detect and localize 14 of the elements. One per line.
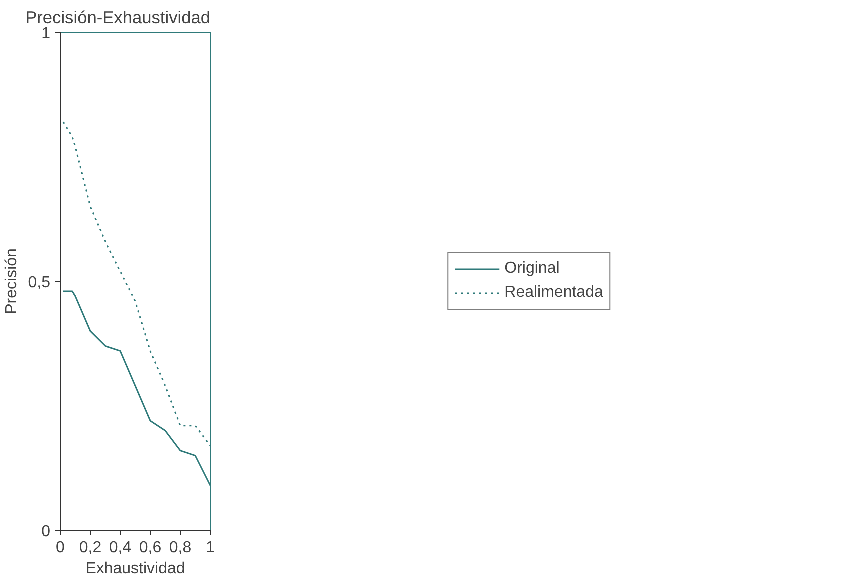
y-tick-label: 0,5	[28, 274, 51, 292]
x-axis-title: Exhaustividad	[86, 560, 186, 578]
x-tick-label: 0	[56, 540, 66, 556]
y-tick-label: 1	[42, 26, 51, 42]
x-tick-label: 0,8	[169, 540, 192, 556]
legend-label: Original	[504, 260, 560, 278]
chart-title: Precisión-Exhaustividad	[26, 8, 211, 28]
x-tick-label: 0,2	[79, 540, 102, 556]
x-tick-label: 0,6	[139, 540, 162, 556]
y-axis-title: Precisión	[3, 248, 20, 314]
y-tick-label: 0	[42, 524, 51, 540]
x-tick-label: 0,4	[109, 540, 132, 556]
x-tick-label: 1	[206, 540, 216, 556]
legend-label: Realimentada	[504, 284, 604, 302]
